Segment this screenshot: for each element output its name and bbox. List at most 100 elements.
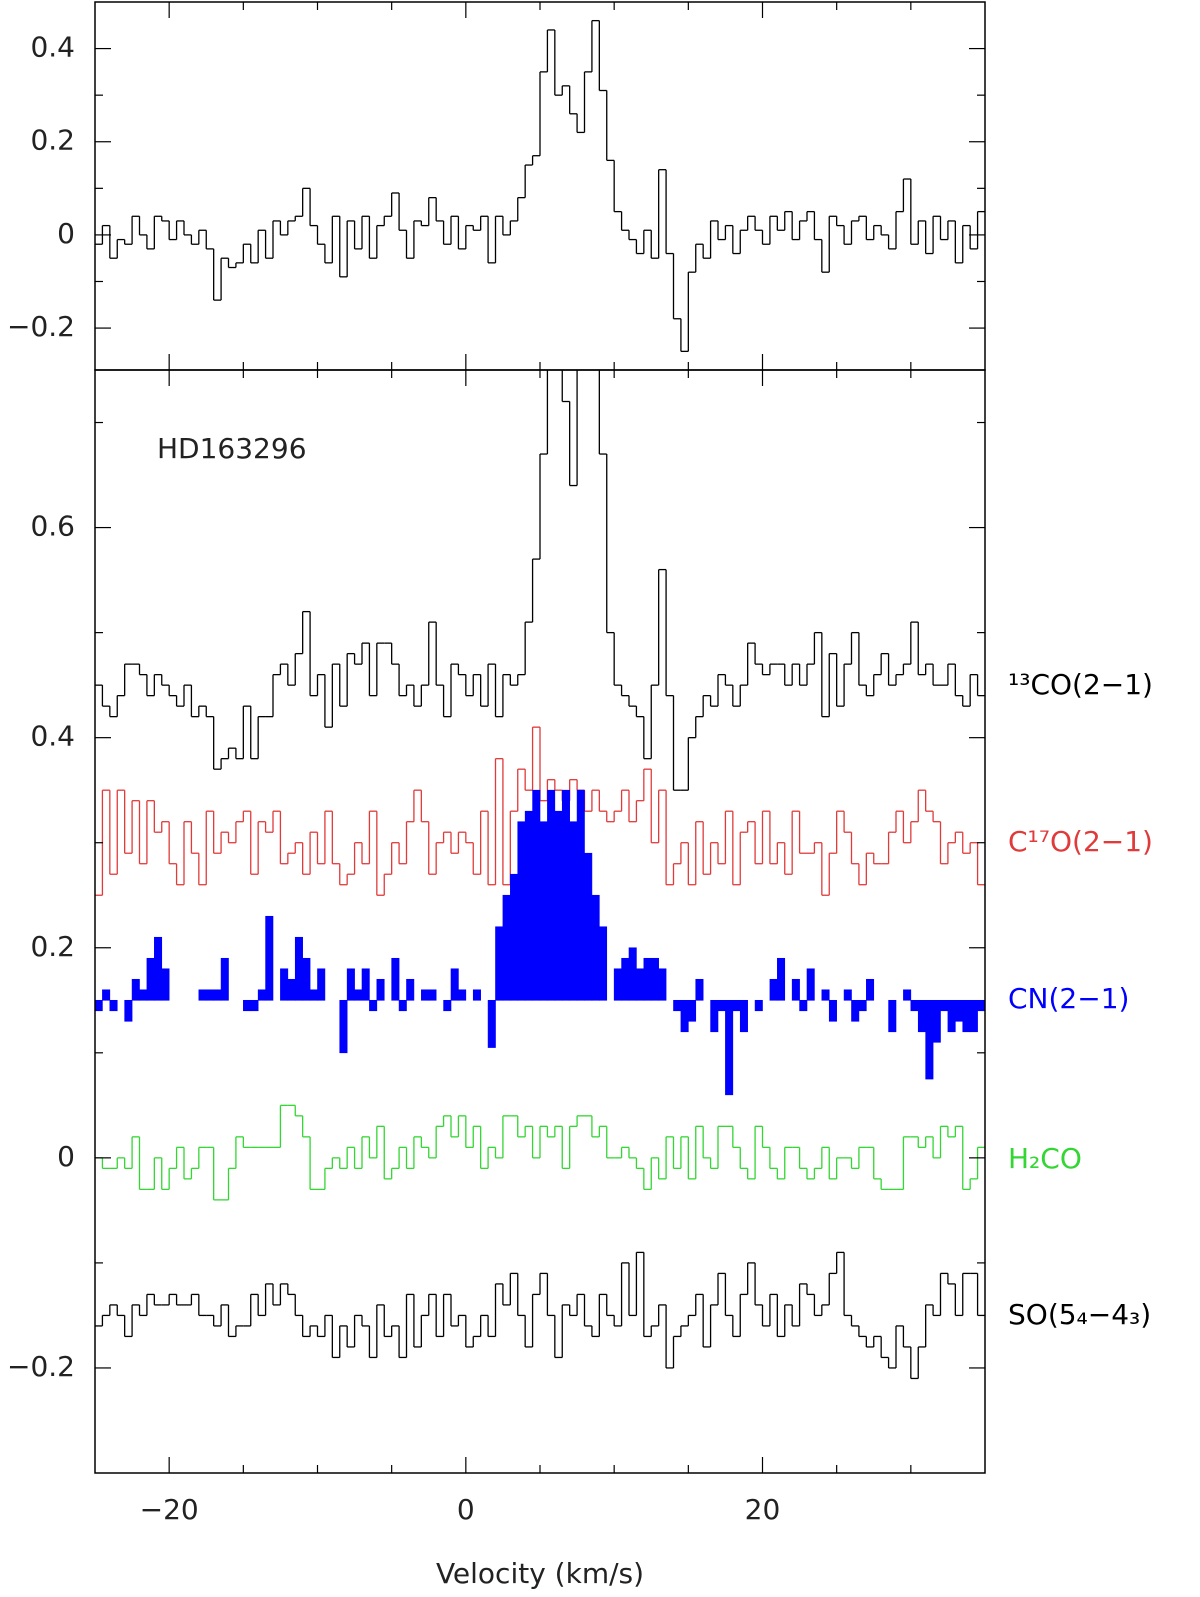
channel-bar [250,999,259,1012]
channel-bar [495,926,504,1001]
channel-bar [591,894,600,1001]
channel-bar [472,989,481,1001]
channel-bar [443,999,452,1012]
y-tick-label: −0.2 [7,1350,75,1383]
channel-bar [955,999,964,1022]
channel-bar [866,978,875,1001]
channel-bar [198,989,207,1001]
channel-bar [673,999,682,1012]
series-label: H₂CO [1008,1142,1082,1175]
channel-bar [977,999,985,1012]
channel-bar [962,999,971,1033]
channel-bar [932,999,941,1043]
channel-bar [688,999,697,1022]
spectrum [95,789,985,1096]
channel-bar [650,957,659,1001]
channel-bar [599,926,608,1001]
channel-bar [354,989,363,1001]
channel-bar [680,999,689,1033]
channel-bar [317,968,326,1001]
channel-bar [346,968,355,1001]
channel-bar [910,999,919,1012]
channel-bar [806,968,815,1001]
channel-bar [213,989,222,1001]
channel-bar [732,999,741,1012]
channel-bar [139,989,148,1001]
channel-bar [851,999,860,1022]
channel-bar [821,989,830,1001]
panel-frame [94,1,986,371]
y-tick-label: 0.4 [30,720,75,753]
y-tick-label: −0.2 [7,310,75,343]
channel-bar [621,957,630,1001]
channel-bar [517,821,526,1001]
channel-bar [643,957,652,1001]
channel-bar [947,999,956,1033]
channel-bar [510,873,519,1001]
panel [95,370,985,1380]
channel-bar [146,957,155,1001]
channel-bar [302,957,311,1001]
channel-bar [739,999,748,1033]
panel [95,19,985,353]
channel-bar [220,957,229,1001]
channel-bar [280,968,289,1001]
channel-bar [124,999,133,1022]
channel-bar [161,968,170,1001]
channel-bar [717,999,726,1012]
channel-bar [613,968,622,1001]
channel-bar [287,978,296,1001]
channel-bar [524,810,533,1001]
step-risers [101,370,979,791]
y-tick-label: 0 [57,1140,75,1173]
channel-bar [205,989,214,1001]
channel-bar [428,989,437,1001]
channel-bar [450,968,459,1001]
channel-bar [888,999,897,1033]
channel-bar [636,968,645,1001]
channel-bar [561,789,570,1001]
channel-bar [154,936,163,1001]
y-tick-label: 0.6 [30,510,75,543]
spectrum [95,19,985,353]
channel-bar [109,999,118,1012]
channel-bar [828,999,837,1022]
step-risers [101,1252,979,1379]
x-tick-label: 0 [457,1493,475,1526]
channel-bar [925,999,934,1080]
channel-bar [584,852,593,1001]
channel-bar [554,810,563,1001]
channel-bar [917,999,926,1033]
channel-bar [265,915,274,1001]
channel-bar [969,999,978,1033]
channel-bar [858,999,867,1012]
channel-bar [502,894,511,1001]
channel-bar [628,947,637,1001]
channel-bar [903,989,912,1001]
channel-bar [487,999,496,1048]
series-label: C¹⁷O(2−1) [1008,825,1153,858]
y-tick-label: 0.4 [30,31,75,64]
y-tick-label: 0.2 [30,930,75,963]
y-tick-label: 0.2 [30,124,75,157]
channel-bar [309,989,318,1001]
channel-bar [539,821,548,1001]
x-tick-label: 20 [745,1493,781,1526]
channel-bar [569,821,578,1001]
y-tick-label: 0 [57,217,75,250]
series-label: CN(2−1) [1008,982,1129,1015]
channel-bar [791,978,800,1001]
channel-bar [458,989,467,1001]
series-label: ¹³CO(2−1) [1008,668,1153,701]
x-axis-label: Velocity (km/s) [436,1557,644,1590]
channel-bar [843,989,852,1001]
channel-bar [940,999,949,1012]
spectrum [95,1104,985,1201]
channel-bar [532,789,541,1001]
spectrum [95,370,985,791]
channel-bar [421,989,430,1001]
channel-bar [658,968,667,1001]
channel-bar [376,978,385,1001]
spectrum [95,726,985,896]
